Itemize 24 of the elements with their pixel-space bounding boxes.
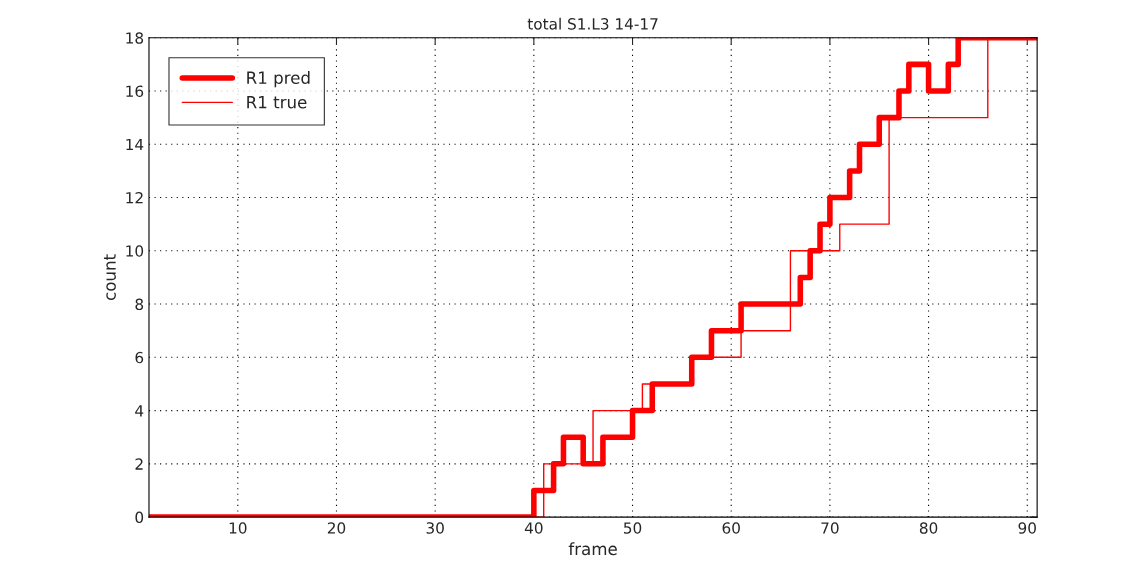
y-tick-label: 6 <box>135 351 144 364</box>
y-tick-label: 10 <box>126 245 144 257</box>
y-tick-label: 8 <box>135 298 144 311</box>
legend-label: R1 true <box>247 96 307 109</box>
x-tick-label: 30 <box>426 522 444 534</box>
y-tick-label: 4 <box>135 405 144 417</box>
chart-title: total S1.L3 14-17 <box>527 17 658 30</box>
x-axis-title: frame <box>568 542 617 556</box>
x-tick-label: 10 <box>229 522 247 534</box>
x-tick-label: 60 <box>722 522 740 534</box>
x-tick-label: 90 <box>1018 522 1036 534</box>
y-tick-label: 2 <box>135 458 143 470</box>
y-tick-label: 0 <box>135 511 144 524</box>
y-tick-label: 14 <box>126 138 144 151</box>
y-axis-title: count <box>103 254 116 301</box>
x-tick-label: 20 <box>327 522 346 534</box>
y-tick-label: 18 <box>126 32 144 44</box>
y-tick-label: 16 <box>126 85 144 98</box>
x-tick-label: 80 <box>919 522 938 534</box>
x-tick-label: 70 <box>821 522 839 534</box>
x-tick-label: 50 <box>623 522 642 534</box>
y-tick-label: 12 <box>126 192 143 204</box>
legend-label: R1 pred <box>247 71 310 88</box>
x-tick-label: 40 <box>524 522 543 534</box>
